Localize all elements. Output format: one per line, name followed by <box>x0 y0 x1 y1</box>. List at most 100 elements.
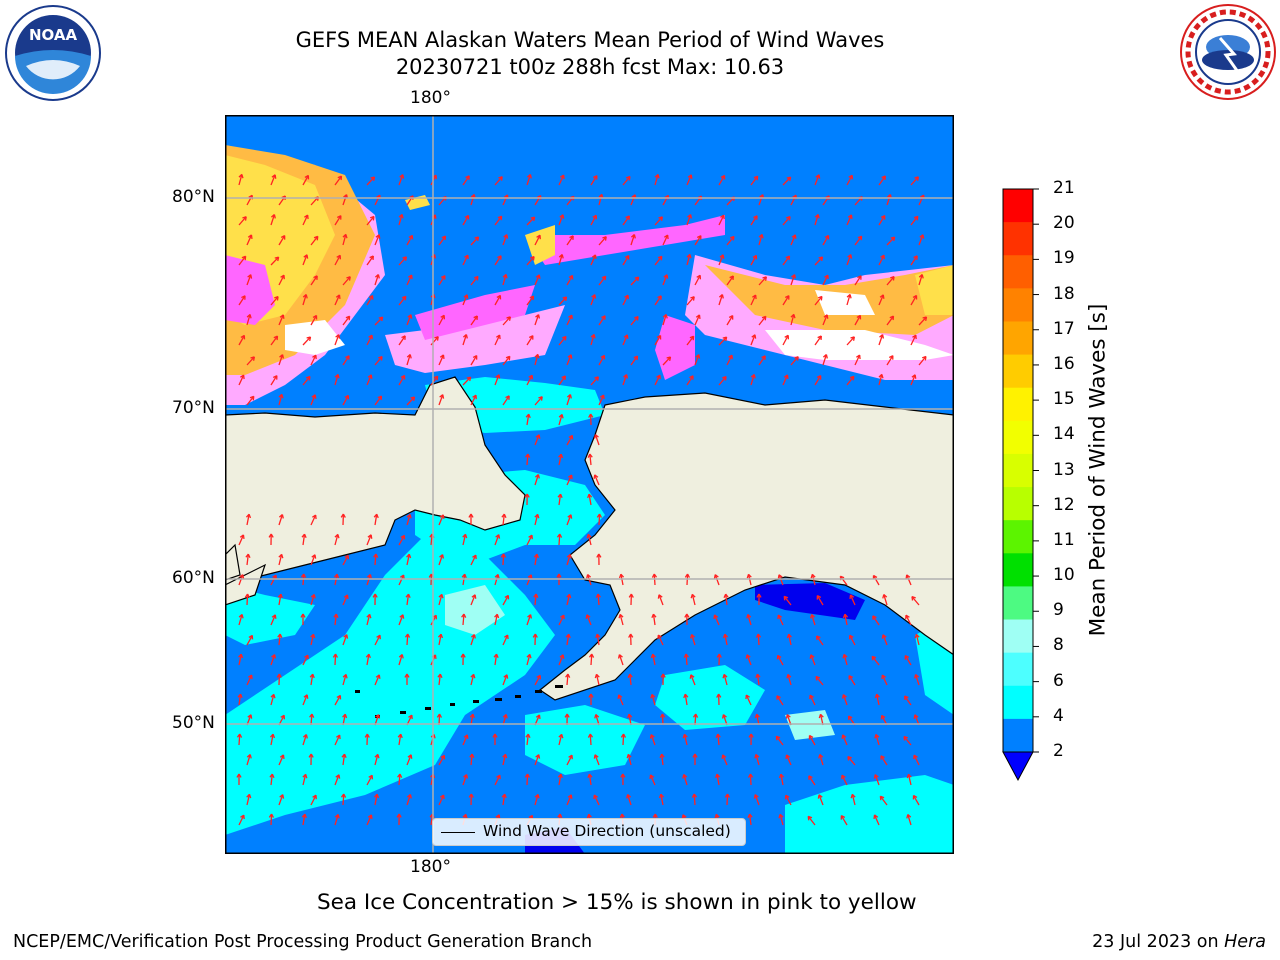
wind-wave-arrowhead <box>240 814 245 820</box>
wind-wave-arrowhead <box>913 754 918 760</box>
wind-wave-arrow <box>595 714 600 726</box>
wind-wave-arrowhead <box>273 335 279 341</box>
wind-wave-arrow <box>846 174 853 186</box>
wind-wave-arrowhead <box>747 773 754 778</box>
wind-wave-arrowhead <box>660 673 666 678</box>
wind-wave-arrowhead <box>241 295 246 300</box>
wind-wave-arrow <box>910 255 918 266</box>
wind-wave-arrowhead <box>696 274 702 280</box>
wind-wave-arrowhead <box>776 654 782 660</box>
wind-wave-arrowhead <box>809 654 815 659</box>
wind-wave-arrowhead <box>375 674 381 679</box>
wind-wave-arrowhead <box>368 294 374 300</box>
wind-wave-arrow <box>494 295 501 306</box>
wind-wave-arrow <box>270 614 276 626</box>
wind-wave-arrowhead <box>503 634 509 640</box>
wind-wave-arrow <box>750 374 755 386</box>
wind-wave-arrow <box>685 653 688 666</box>
wind-wave-arrow <box>814 375 822 386</box>
wind-wave-arrow <box>470 194 475 206</box>
wind-wave-arrowhead <box>277 593 283 599</box>
wind-wave-arrow <box>878 215 886 226</box>
wind-wave-arrowhead <box>238 613 244 619</box>
wind-wave-arrow <box>302 734 308 746</box>
wind-wave-arrowhead <box>785 714 791 719</box>
wind-wave-arrowhead <box>790 313 796 319</box>
wind-wave-arrowhead <box>280 234 286 240</box>
wind-wave-arrow <box>278 754 285 766</box>
wind-wave-arrowhead <box>562 296 568 302</box>
wind-wave-arrowhead <box>374 274 380 279</box>
wind-wave-arrow <box>334 614 337 626</box>
wind-wave-arrow <box>526 534 533 546</box>
wind-wave-arrow <box>342 594 349 606</box>
wind-wave-arrow <box>366 295 374 306</box>
wind-wave-arrow <box>596 634 600 646</box>
wind-wave-arrow <box>782 255 790 266</box>
wind-wave-arrow <box>278 794 284 806</box>
wind-wave-arrowhead <box>745 654 751 659</box>
wind-wave-arrowhead <box>530 216 536 222</box>
wind-wave-arrow <box>566 794 572 806</box>
wind-wave-arrowhead <box>689 335 695 341</box>
wind-wave-arrow <box>660 794 664 806</box>
wind-wave-arrow <box>374 794 378 806</box>
wind-wave-arrow <box>622 374 628 386</box>
wind-wave-arrowhead <box>587 453 593 458</box>
wind-wave-arrow <box>470 594 476 606</box>
wind-wave-arrow <box>270 774 273 786</box>
wind-wave-arrowhead <box>399 174 405 179</box>
wind-wave-arrowhead <box>463 774 469 779</box>
wind-wave-arrowhead <box>369 215 375 221</box>
wind-wave-arrowhead <box>905 574 911 579</box>
wind-wave-arrowhead <box>791 234 797 239</box>
colorbar-band <box>1003 553 1033 587</box>
wind-wave-arrowhead <box>441 235 447 241</box>
wind-wave-arrow <box>438 354 445 366</box>
wind-wave-arrow <box>818 794 824 806</box>
wind-wave-arrowhead <box>566 593 572 599</box>
wind-wave-arrowhead <box>720 174 726 180</box>
footer-left: NCEP/EMC/Verification Post Processing Pr… <box>13 932 593 952</box>
wind-wave-arrow <box>310 713 313 726</box>
wind-wave-arrow <box>494 334 501 346</box>
wind-wave-arrowhead <box>399 614 405 619</box>
wind-wave-arrow <box>310 554 316 566</box>
colorbar-tick-label: 10 <box>1053 565 1075 586</box>
wind-wave-arrow <box>238 534 245 546</box>
wind-wave-arrowhead <box>627 673 633 678</box>
wind-wave-arrowhead <box>408 234 414 240</box>
wind-wave-arrow <box>809 694 816 706</box>
wind-wave-arrowhead <box>280 714 286 720</box>
wind-wave-arrowhead <box>557 813 563 818</box>
wind-wave-arrowhead <box>881 634 887 639</box>
wind-wave-arrow <box>654 335 662 346</box>
wind-wave-arrow <box>651 694 656 706</box>
wind-wave-arrowhead <box>912 334 917 340</box>
wind-wave-arrowhead <box>682 773 688 779</box>
wind-wave-arrowhead <box>406 353 412 359</box>
wind-wave-arrow <box>406 754 412 766</box>
wind-wave-arrow <box>749 814 752 826</box>
wind-wave-arrow <box>566 554 571 566</box>
wind-wave-arrow <box>757 633 760 646</box>
wind-wave-arrow <box>470 634 476 646</box>
wind-wave-arrowhead <box>663 274 669 279</box>
wind-wave-arrow <box>430 533 433 546</box>
wind-wave-arrow <box>342 554 349 566</box>
wind-wave-arrow <box>904 655 912 666</box>
wind-wave-arrowhead <box>569 235 574 240</box>
wind-wave-arrow <box>238 574 244 586</box>
wind-wave-arrow <box>654 216 663 226</box>
wind-wave-arrowhead <box>849 375 855 381</box>
wind-wave-arrowhead <box>587 773 593 779</box>
wind-wave-arrowhead <box>879 334 885 339</box>
wind-wave-arrowhead <box>345 355 350 360</box>
wind-wave-arrow <box>302 654 309 666</box>
wind-wave-arrowhead <box>498 176 503 181</box>
wind-wave-arrowhead <box>815 174 821 179</box>
wind-wave-arrowhead <box>656 374 661 380</box>
wind-wave-arrowhead <box>848 174 854 180</box>
wind-wave-arrow <box>755 754 760 766</box>
wind-wave-arrowhead <box>912 794 918 800</box>
